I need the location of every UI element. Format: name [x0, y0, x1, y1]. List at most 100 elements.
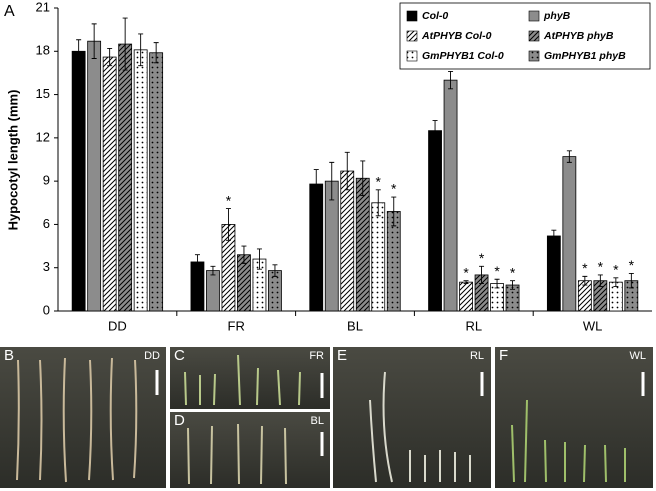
y-tick-label: 15	[36, 86, 50, 101]
bar	[428, 130, 442, 312]
error-bar	[153, 42, 159, 64]
error-bar	[329, 161, 335, 201]
error-bar	[566, 150, 572, 163]
significance-marker: *	[376, 174, 382, 190]
photo-d	[170, 412, 330, 488]
error-bar	[597, 274, 603, 287]
significance-marker: *	[582, 260, 588, 276]
photo-condition-label: RL	[470, 350, 484, 362]
x-tick-label: BL	[347, 318, 363, 333]
y-tick-label: 9	[43, 173, 50, 188]
legend-swatch	[406, 50, 418, 62]
error-bar	[210, 265, 216, 276]
error-bar	[241, 245, 247, 264]
photo-e	[333, 347, 491, 488]
photo-condition-label: FR	[309, 350, 324, 362]
error-bar	[582, 275, 588, 286]
photo-condition-label: BL	[311, 415, 324, 427]
y-axis-label: Hypocotyl length (mm)	[5, 90, 20, 231]
photo-condition-label: WL	[630, 350, 647, 362]
error-bar	[256, 248, 262, 270]
bar	[133, 49, 148, 312]
bar	[386, 211, 401, 312]
error-bar	[551, 229, 557, 243]
bar	[562, 156, 577, 312]
panel-label: A	[4, 3, 15, 20]
significance-marker: *	[226, 192, 232, 208]
error-bar	[375, 189, 381, 217]
legend-box	[399, 2, 651, 70]
y-tick-label: 12	[36, 129, 50, 144]
significance-marker: *	[494, 263, 500, 279]
significance-marker: *	[598, 259, 604, 275]
error-bar	[138, 33, 144, 67]
bar	[355, 177, 370, 312]
bar	[340, 170, 355, 312]
x-tick-label: DD	[108, 318, 127, 333]
x-tick-label: RL	[465, 318, 482, 333]
significance-marker: *	[479, 250, 485, 266]
error-bar	[494, 278, 500, 289]
legend-swatch	[406, 30, 418, 42]
bar	[443, 79, 458, 312]
bar	[102, 56, 117, 312]
legend-label: Col-0	[422, 10, 448, 22]
error-bar	[76, 39, 82, 64]
legend-label: AtPHYB Col-0	[421, 30, 492, 42]
bar	[71, 50, 86, 312]
bar	[206, 270, 220, 312]
significance-marker: *	[613, 262, 619, 278]
bar	[371, 202, 386, 312]
error-bar	[628, 273, 634, 289]
error-bar	[479, 265, 485, 285]
error-bar	[194, 254, 200, 270]
bar	[546, 235, 561, 312]
legend-label: GmPHYB1 phyB	[544, 50, 626, 62]
photo-panel-label: F	[499, 347, 508, 364]
y-tick-label: 6	[43, 216, 50, 231]
bar	[309, 183, 324, 312]
y-tick-label: 3	[43, 259, 50, 274]
error-bar	[613, 277, 619, 287]
significance-marker: *	[391, 181, 397, 197]
error-bar	[225, 208, 231, 241]
significance-marker: *	[463, 264, 469, 280]
legend-swatch	[528, 10, 540, 22]
photo-b	[0, 347, 166, 488]
photo-panel-label: B	[4, 347, 14, 364]
bar	[118, 43, 133, 312]
significance-marker: *	[510, 264, 516, 280]
photo-panel-label: E	[337, 347, 347, 364]
photo-panel-label: C	[174, 347, 185, 364]
photo-condition-label: DD	[144, 350, 160, 362]
error-bar	[432, 120, 438, 142]
error-bar	[91, 23, 97, 59]
bar	[324, 180, 339, 312]
error-bar	[360, 160, 366, 197]
error-bar	[107, 47, 113, 67]
error-bar	[448, 71, 454, 90]
bar	[149, 52, 164, 312]
significance-marker: *	[629, 257, 635, 273]
error-bar	[344, 151, 350, 191]
legend-swatch	[406, 10, 418, 22]
x-tick-label: FR	[228, 318, 245, 333]
legend-swatch	[528, 30, 540, 42]
legend-label: AtPHYB phyB	[543, 30, 614, 42]
bar	[459, 281, 473, 312]
error-bar	[510, 280, 516, 290]
legend-swatch	[528, 50, 540, 62]
error-bar	[313, 169, 319, 199]
y-tick-label: 18	[36, 43, 50, 58]
bar	[87, 40, 102, 312]
legend-label: phyB	[543, 10, 571, 22]
photo-c	[170, 347, 330, 409]
y-tick-label: 0	[43, 302, 50, 317]
error-bar	[122, 17, 128, 71]
x-tick-label: WL	[583, 318, 603, 333]
error-bar	[272, 264, 278, 277]
y-tick-label: 21	[36, 0, 50, 14]
legend-label: GmPHYB1 Col-0	[422, 50, 504, 62]
photo-panel-label: D	[174, 412, 185, 429]
